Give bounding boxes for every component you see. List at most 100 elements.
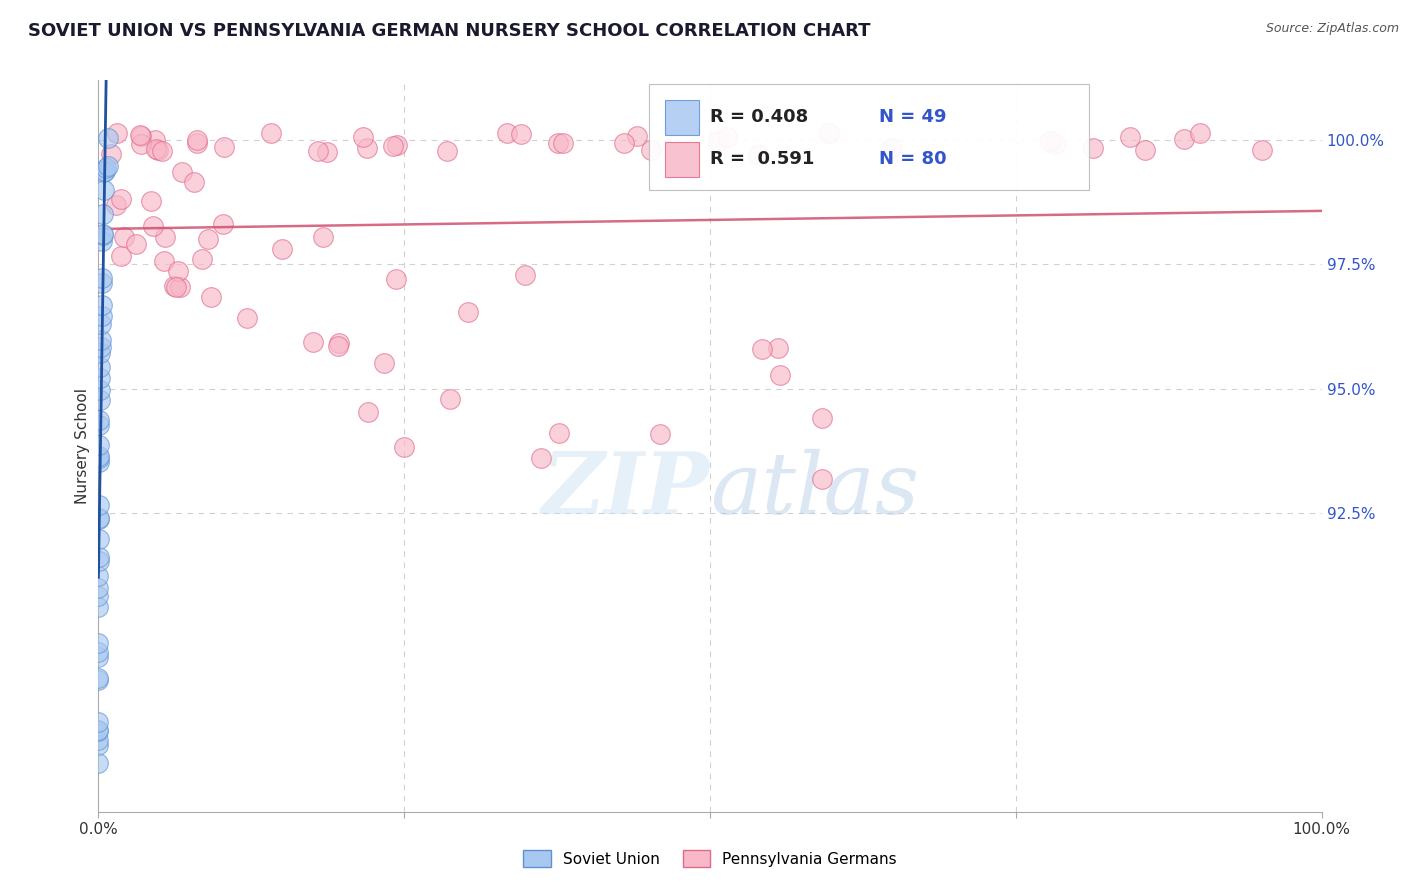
Point — [373, 356, 395, 370]
Text: R = 0.408: R = 0.408 — [710, 108, 808, 126]
Point — [880, 141, 903, 155]
Point — [1118, 130, 1140, 145]
Point — [200, 290, 222, 304]
Point — [89, 449, 111, 463]
Point — [766, 341, 789, 355]
Point — [165, 280, 187, 294]
Text: atlas: atlas — [710, 449, 920, 532]
Point — [87, 650, 110, 665]
Point — [328, 338, 350, 352]
FancyBboxPatch shape — [665, 142, 699, 177]
Point — [87, 732, 110, 747]
Text: R =  0.591: R = 0.591 — [710, 150, 814, 169]
Point — [112, 230, 135, 244]
Point — [172, 165, 194, 179]
Point — [145, 142, 167, 156]
Point — [260, 126, 283, 140]
Point — [515, 268, 537, 283]
Point — [307, 145, 329, 159]
Point — [89, 438, 111, 452]
Point — [648, 427, 671, 442]
Point — [439, 392, 461, 407]
Point — [1039, 134, 1062, 148]
Point — [100, 147, 122, 161]
Point — [186, 133, 208, 147]
Point — [89, 392, 111, 407]
Point — [125, 236, 148, 251]
Point — [547, 136, 569, 150]
Point — [640, 143, 662, 157]
Point — [90, 309, 112, 323]
Point — [818, 126, 841, 140]
Point — [97, 131, 120, 145]
Point — [90, 340, 112, 354]
Legend: Soviet Union, Pennsylvania Germans: Soviet Union, Pennsylvania Germans — [517, 844, 903, 873]
Text: N = 49: N = 49 — [879, 108, 946, 126]
Point — [747, 147, 769, 161]
Point — [90, 317, 112, 331]
Point — [1045, 136, 1067, 151]
Point — [89, 418, 111, 433]
Point — [89, 413, 111, 427]
Point — [89, 455, 111, 469]
Point — [212, 140, 235, 154]
Point — [392, 440, 415, 454]
Point — [1133, 143, 1156, 157]
Point — [357, 404, 380, 418]
Point — [87, 673, 110, 688]
Point — [91, 227, 114, 242]
Point — [91, 271, 114, 285]
Point — [1081, 141, 1104, 155]
Point — [87, 723, 110, 737]
Point — [93, 207, 115, 221]
Point — [315, 145, 337, 159]
Point — [129, 129, 152, 144]
Point — [87, 512, 110, 526]
Point — [129, 128, 152, 142]
Point — [385, 137, 408, 152]
Point — [143, 133, 166, 147]
Point — [87, 636, 110, 650]
Point — [87, 554, 110, 568]
Point — [110, 192, 132, 206]
Point — [186, 136, 208, 150]
Point — [153, 254, 176, 268]
FancyBboxPatch shape — [665, 100, 699, 136]
Point — [1173, 132, 1195, 146]
Point — [1250, 143, 1272, 157]
Point — [613, 136, 636, 150]
Point — [87, 510, 110, 524]
Text: N = 80: N = 80 — [879, 150, 946, 169]
Point — [302, 334, 325, 349]
Point — [87, 581, 110, 595]
Point — [626, 128, 648, 143]
Text: SOVIET UNION VS PENNSYLVANIA GERMAN NURSERY SCHOOL CORRELATION CHART: SOVIET UNION VS PENNSYLVANIA GERMAN NURS… — [28, 22, 870, 40]
Point — [87, 532, 110, 546]
Point — [87, 589, 110, 603]
Text: ZIP: ZIP — [543, 448, 710, 532]
Point — [436, 144, 458, 158]
Point — [90, 276, 112, 290]
Point — [87, 724, 110, 739]
Point — [751, 342, 773, 356]
Point — [769, 368, 792, 382]
Point — [153, 230, 176, 244]
Point — [105, 198, 128, 212]
Point — [94, 164, 117, 178]
Point — [328, 335, 350, 350]
Point — [89, 371, 111, 385]
Point — [90, 297, 112, 311]
Point — [551, 136, 574, 150]
Point — [163, 279, 186, 293]
Point — [167, 264, 190, 278]
Point — [150, 144, 173, 158]
Point — [509, 127, 531, 141]
Point — [110, 249, 132, 263]
Point — [169, 279, 191, 293]
Y-axis label: Nursery School: Nursery School — [75, 388, 90, 504]
Point — [89, 451, 111, 466]
Point — [707, 135, 730, 149]
Point — [312, 229, 335, 244]
Point — [87, 600, 110, 615]
Point — [93, 165, 115, 179]
